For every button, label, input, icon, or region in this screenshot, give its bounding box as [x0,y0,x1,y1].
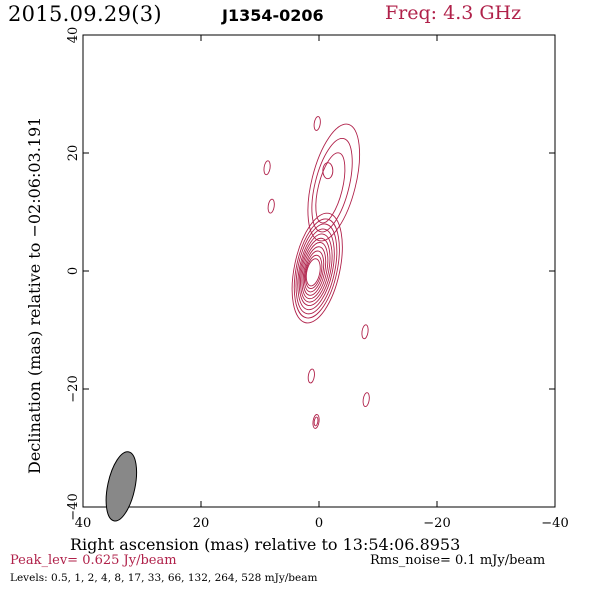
source-name: J1354-0206 [222,6,324,25]
core-contour-0 [291,212,343,324]
jet-contour-2 [315,152,346,224]
y-tick-label-2: 0 [66,267,81,275]
core-contour-8 [303,250,325,293]
jet-contour-1 [311,137,353,233]
y-tick-labels: −40 −20 0 20 40 [66,27,81,521]
component-contour-5-0 [307,368,315,384]
x-tick-label-2: 0 [315,516,323,531]
beam-ellipse [105,451,138,522]
component-contour-6-0 [312,414,320,429]
core-contour-4 [298,233,333,306]
x-tick-label-1: 20 [193,516,210,531]
core-contour-9 [304,254,323,289]
y-tick-label-0: −40 [66,493,81,520]
core-contour-7 [302,246,327,296]
x-tick-labels: 40 20 0 −20 −40 [75,516,569,531]
contour-lines [263,116,370,429]
y-tick-label-3: 20 [66,145,81,162]
core-contour-10 [305,258,321,287]
core-contour-6 [301,242,329,300]
component-contour-0-0 [313,116,321,131]
peak-level: Peak_lev= 0.625 Jy/beam [10,553,177,568]
y-axis-label: Declination (mas) relative to −02:06:03.… [25,117,44,474]
beam-shape [105,451,138,522]
x-axis-label: Right ascension (mas) relative to 13:54:… [70,535,460,554]
frequency-label: Freq: 4.3 GHz [385,2,522,24]
x-tick-label-4: −40 [541,516,568,531]
x-tick-label-3: −20 [423,516,450,531]
jet-knot-contour [322,162,334,180]
core-contour-2 [295,223,338,315]
component-contour-4-0 [362,392,370,408]
core-contour-1 [293,218,340,319]
jet-contour-0 [307,123,361,242]
y-tick-label-4: 40 [66,27,81,44]
component-contour-6-1 [313,416,319,427]
y-tick-label-1: −20 [66,375,81,402]
x-tick-label-0: 40 [75,516,92,531]
core-contour-5 [300,237,331,303]
contour-levels: Levels: 0.5, 1, 2, 4, 8, 17, 33, 66, 132… [10,572,318,584]
component-contour-1-0 [263,160,271,176]
core-contour-3 [297,228,335,311]
epoch-date: 2015.09.29(3) [8,2,162,26]
plot-frame [82,34,556,508]
component-contour-2-0 [267,198,275,214]
rms-noise: Rms_noise= 0.1 mJy/beam [370,553,546,568]
component-contour-3-0 [361,324,369,340]
axis-ticks [82,34,556,508]
